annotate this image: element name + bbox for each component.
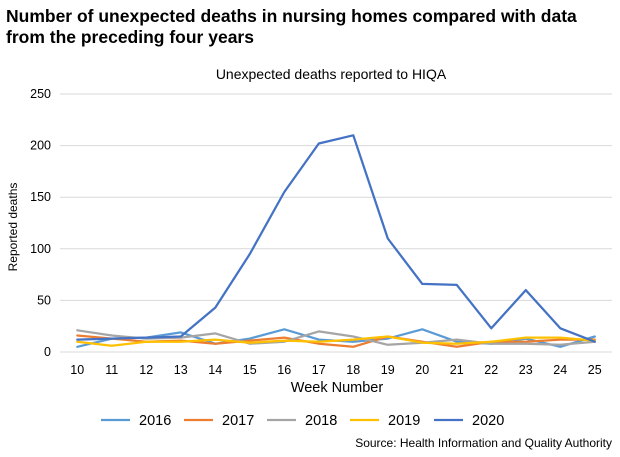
x-tick-label: 12 [139,363,153,377]
y-axis-ticks: 0 50 100 150 200 250 [30,87,51,359]
x-tick-label: 23 [519,363,533,377]
y-tick-label: 200 [30,139,51,153]
legend-label: 2018 [305,413,337,429]
chart-title: Unexpected deaths reported to HIQA [216,66,447,82]
x-tick-label: 22 [484,363,498,377]
y-tick-label: 0 [44,345,51,359]
x-tick-label: 19 [381,363,395,377]
x-tick-label: 17 [312,363,326,377]
legend-label: 2020 [472,413,504,429]
series-lines [76,134,596,348]
x-axis-title: Week Number [291,380,384,396]
x-tick-label: 14 [208,363,222,377]
y-axis-title: Reported deaths [6,183,20,272]
x-tick-label: 20 [415,363,429,377]
legend: 2016 2017 2018 2019 2020 [101,413,504,429]
x-tick-label: 24 [553,363,567,377]
series-line-2020 [76,134,596,343]
legend-item-2018: 2018 [267,413,337,429]
legend-label: 2017 [222,413,254,429]
legend-label: 2019 [388,413,420,429]
x-tick-label: 16 [277,363,291,377]
legend-item-2016: 2016 [101,413,171,429]
series-line-2019 [76,335,596,347]
y-tick-label: 250 [30,87,51,101]
headline: Number of unexpected deaths in nursing h… [6,6,577,47]
legend-item-2017: 2017 [184,413,254,429]
legend-item-2019: 2019 [350,413,420,429]
y-tick-label: 100 [30,242,51,256]
x-tick-label: 13 [174,363,188,377]
x-tick-label: 21 [450,363,464,377]
x-tick-label: 25 [588,363,602,377]
source-note: Source: Health Information and Quality A… [355,436,612,450]
y-tick-label: 50 [37,293,51,307]
legend-item-2020: 2020 [434,413,504,429]
gridlines [60,93,612,301]
x-tick-label: 18 [346,363,360,377]
x-tick-label: 11 [105,363,118,377]
x-axis-ticks: 10 11 12 13 14 15 16 17 18 19 20 21 22 23 24 25 [70,363,601,377]
x-tick-label: 15 [243,363,257,377]
x-tick-label: 10 [70,363,84,377]
legend-label: 2016 [139,413,171,429]
y-tick-label: 150 [30,190,51,204]
